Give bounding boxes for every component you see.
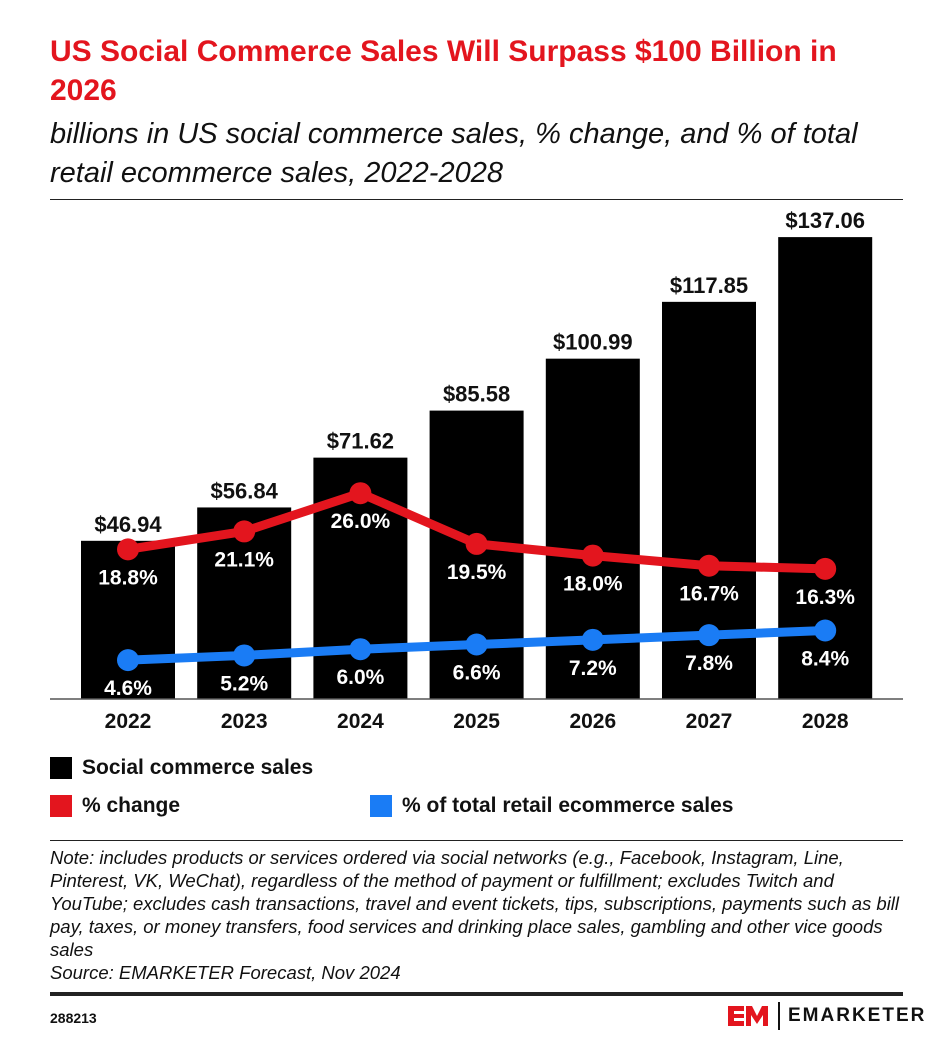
bar-value-label: $137.06 <box>785 208 865 233</box>
divider-thick <box>50 992 903 996</box>
divider <box>50 840 903 841</box>
line-point <box>465 532 488 555</box>
line-value-label: 19.5% <box>447 561 507 584</box>
x-tick-label: 2024 <box>337 710 384 733</box>
line-point <box>698 554 720 577</box>
legend-swatch <box>50 757 72 779</box>
chart-subtitle: billions in US social commerce sales, % … <box>50 118 858 189</box>
x-tick-label: 2025 <box>453 710 500 733</box>
line-point <box>117 538 139 561</box>
bar-value-label: $56.84 <box>211 478 279 503</box>
line-point <box>465 633 488 656</box>
x-tick-label: 2026 <box>569 710 616 733</box>
line-value-label: 5.2% <box>220 672 268 695</box>
legend-label: Social commerce sales <box>82 756 314 779</box>
bar-value-label: $100.99 <box>553 330 633 355</box>
x-tick-label: 2028 <box>802 710 849 733</box>
divider <box>50 199 903 200</box>
line-value-label: 18.0% <box>563 573 623 596</box>
x-tick-label: 2023 <box>221 710 268 733</box>
bar-value-label: $117.85 <box>670 273 748 298</box>
line-value-label: 21.1% <box>214 548 274 571</box>
line-value-label: 16.3% <box>795 586 855 609</box>
legend-item-sales: Social commerce sales <box>50 756 313 780</box>
chart-id: 288213 <box>50 1010 97 1026</box>
bar-value-label: $46.94 <box>94 512 162 537</box>
legend-swatch <box>50 795 72 817</box>
logo-separator <box>778 1002 780 1030</box>
line-value-label: 26.0% <box>331 510 391 533</box>
chart-title: US Social Commerce Sales Will Surpass $1… <box>50 35 837 107</box>
line-value-label: 6.6% <box>453 662 501 685</box>
legend-swatch <box>370 795 392 817</box>
bar-value-label: $71.62 <box>327 429 394 454</box>
chart-plot: $46.94 2022 $56.84 2023 $71.62 2024 $85.58 2025… <box>50 208 903 733</box>
line-value-label: 6.0% <box>336 666 384 689</box>
emarketer-logo: EMARKETER <box>728 1002 926 1030</box>
legend-label: % of total retail ecommerce sales <box>402 794 734 817</box>
note-text: Note: includes products or services orde… <box>50 847 900 960</box>
x-tick-label: 2027 <box>686 710 733 733</box>
bar <box>81 540 175 699</box>
line-point <box>581 544 604 567</box>
line-point <box>233 520 256 543</box>
line-value-label: 8.4% <box>801 647 849 670</box>
line-value-label: 7.2% <box>569 657 617 680</box>
em-logo-icon <box>728 1006 768 1026</box>
line-point <box>233 644 256 667</box>
line-point <box>117 649 139 672</box>
line-point <box>814 619 837 642</box>
bar-value-label: $85.58 <box>443 382 510 407</box>
line-value-label: 16.7% <box>679 583 739 606</box>
line-point <box>814 557 837 580</box>
chart-note: Note: includes products or services orde… <box>50 846 910 984</box>
line-value-label: 4.6% <box>104 677 152 700</box>
legend-item-change: % change <box>50 794 180 818</box>
line-point <box>698 624 720 647</box>
legend-item-share: % of total retail ecommerce sales <box>370 794 733 818</box>
source-text: Source: EMARKETER Forecast, Nov 2024 <box>50 962 401 983</box>
brand-name: EMARKETER <box>788 1005 927 1026</box>
line-point <box>349 482 372 505</box>
line-value-label: 7.8% <box>685 652 733 675</box>
line-value-label: 18.8% <box>98 566 158 589</box>
line-point <box>581 628 604 651</box>
x-tick-label: 2022 <box>105 710 152 733</box>
line-point <box>349 638 372 661</box>
legend-label: % change <box>82 794 181 817</box>
